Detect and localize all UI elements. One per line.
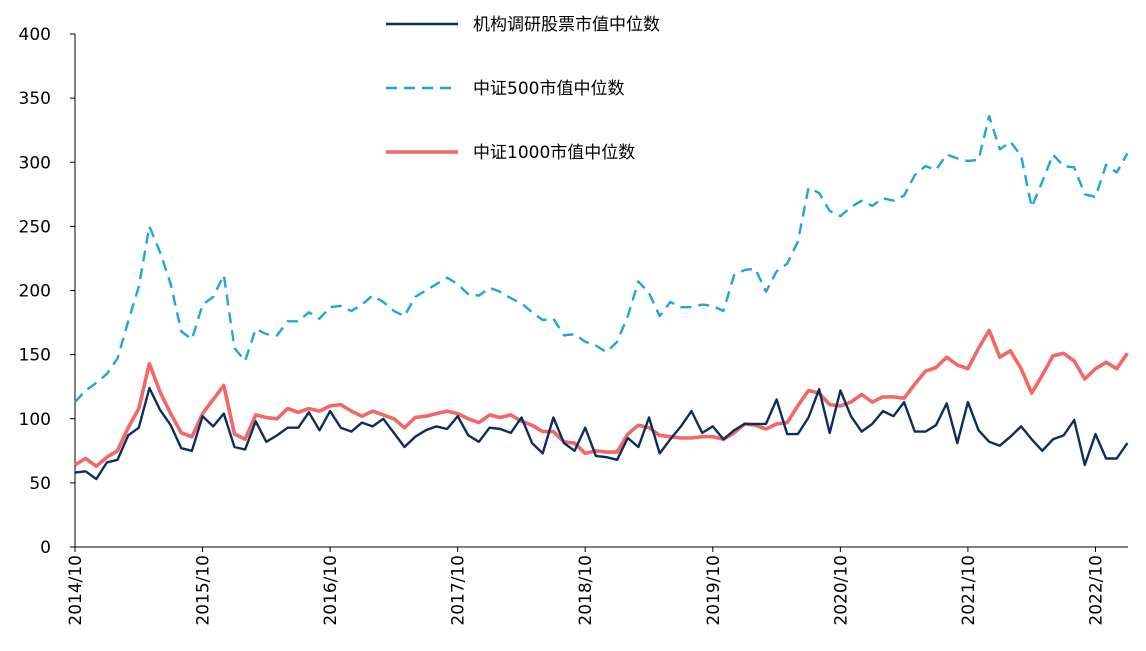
y-tick-label: 100 bbox=[19, 410, 51, 430]
y-tick-label: 300 bbox=[19, 153, 51, 173]
x-tick-label: 2014/10 bbox=[66, 555, 86, 626]
series-line-2 bbox=[74, 114, 1129, 403]
y-tick-label: 350 bbox=[19, 89, 51, 109]
x-tick-label: 2021/10 bbox=[959, 555, 979, 626]
y-tick-label: 200 bbox=[19, 282, 51, 302]
series-line-3 bbox=[74, 328, 1129, 469]
x-tick-label: 2019/10 bbox=[704, 555, 724, 626]
series-line-1 bbox=[74, 386, 1129, 481]
x-tick-label: 2016/10 bbox=[321, 555, 341, 626]
x-tick-label: 2017/10 bbox=[449, 555, 469, 626]
y-tick-label: 150 bbox=[19, 346, 51, 366]
y-tick-label: 250 bbox=[19, 217, 51, 237]
legend-label-1: 机构调研股票市值中位数 bbox=[473, 15, 660, 35]
x-tick-label: 2020/10 bbox=[831, 555, 851, 626]
series-lines bbox=[74, 114, 1129, 481]
axes: 0 50 100 150 200 250 300 350 400 2014/10 2015/10 20… bbox=[19, 25, 1128, 626]
x-tick-label: 2018/10 bbox=[576, 555, 596, 626]
y-tick-label: 50 bbox=[29, 474, 51, 494]
x-tick-label: 2022/10 bbox=[1086, 555, 1106, 626]
y-tick-label: 400 bbox=[19, 25, 51, 45]
legend-label-3: 中证1000市值中位数 bbox=[473, 143, 635, 163]
x-tick-label: 2015/10 bbox=[194, 555, 214, 626]
legend-label-2: 中证500市值中位数 bbox=[473, 79, 624, 99]
y-tick-label: 0 bbox=[40, 538, 51, 558]
